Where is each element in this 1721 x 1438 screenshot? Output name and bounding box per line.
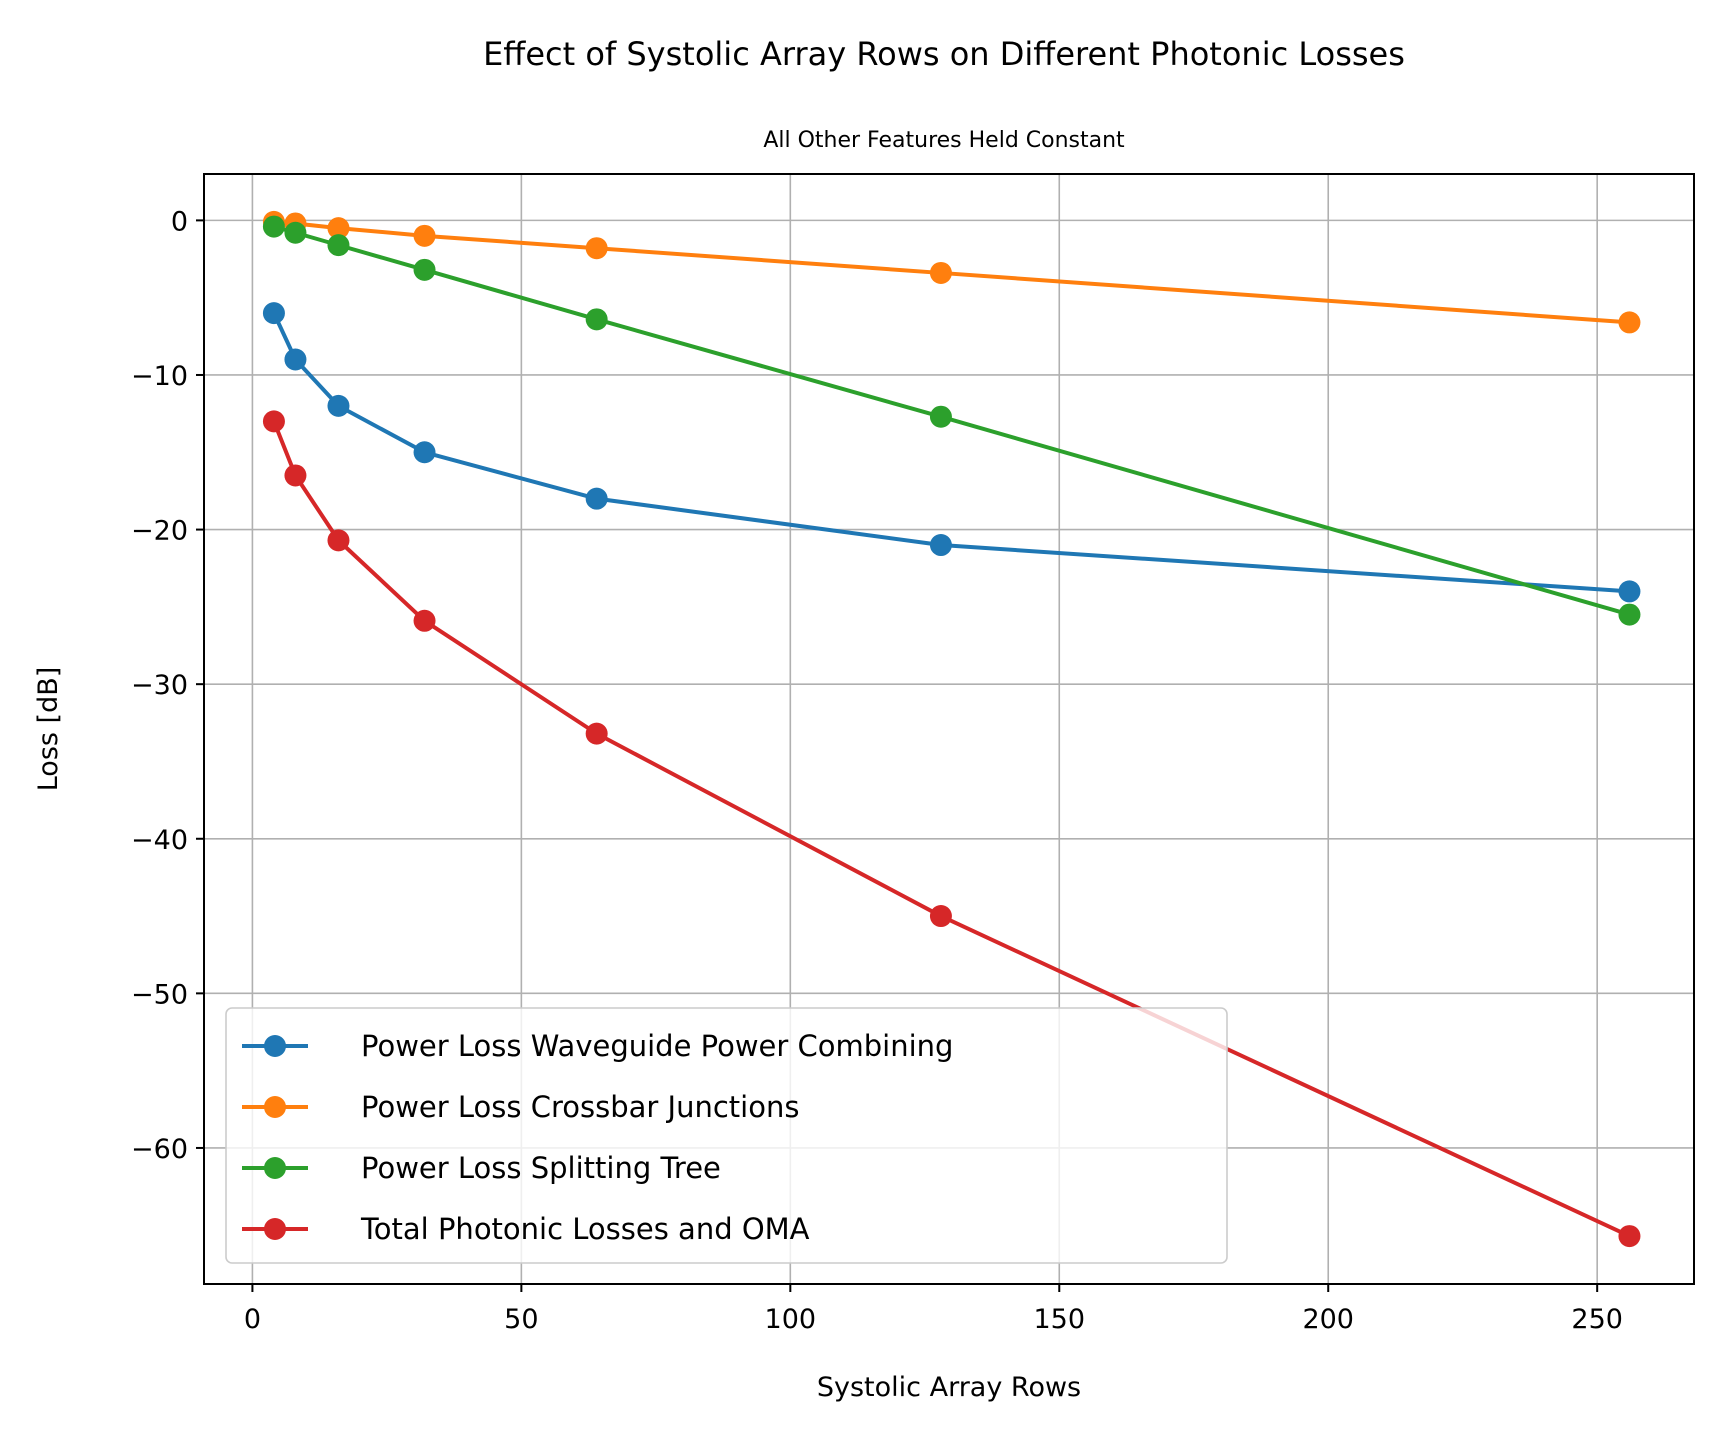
legend-item: Power Loss Waveguide Power Combining (242, 1029, 953, 1063)
series-3 (262, 215, 1641, 626)
legend-item: Total Photonic Losses and OMA (242, 1212, 810, 1246)
data-point (413, 441, 436, 464)
data-point (327, 217, 350, 240)
legend-label: Power Loss Crossbar Junctions (361, 1090, 799, 1124)
legend-item: Power Loss Splitting Tree (242, 1151, 721, 1185)
data-point (413, 224, 436, 247)
ticks: 0 50 100 150 200 250 0 −10 −20 −30 −40 −50 −60 (131, 206, 1623, 1335)
chart-title: Effect of Systolic Array Rows on Differe… (483, 35, 1405, 73)
x-tick-label: 250 (1571, 1304, 1623, 1335)
y-axis-label: Loss [dB] (33, 667, 64, 792)
data-point (262, 302, 285, 325)
legend-item: Power Loss Crossbar Junctions (242, 1090, 799, 1124)
x-tick-label: 50 (504, 1304, 538, 1335)
x-axis-label: Systolic Array Rows (817, 1372, 1081, 1403)
x-tick-label: 200 (1302, 1304, 1354, 1335)
data-point (585, 308, 608, 331)
data-point (929, 905, 952, 928)
y-tick-label: 0 (171, 206, 188, 237)
x-tick-label: 100 (765, 1304, 817, 1335)
legend: Power Loss Waveguide Power Combining Powe… (225, 1007, 1228, 1264)
series-1 (262, 302, 1641, 603)
y-tick-label: −30 (131, 670, 188, 701)
data-point (327, 394, 350, 417)
plot-area (203, 173, 1695, 1285)
y-tick-label: −50 (131, 979, 188, 1010)
data-point (1618, 603, 1641, 626)
data-point (413, 258, 436, 281)
data-point (585, 487, 608, 510)
legend-swatch-marker (264, 1096, 286, 1118)
series-4 (262, 410, 1641, 1248)
legend-swatch-marker (264, 1157, 286, 1179)
data-point (327, 529, 350, 552)
legend-label: Power Loss Waveguide Power Combining (361, 1029, 953, 1063)
chart-subtitle: All Other Features Held Constant (763, 128, 1125, 153)
grid (204, 174, 1694, 1284)
data-point (929, 405, 952, 428)
series-layer (262, 210, 1641, 1248)
y-tick-label: −10 (131, 361, 188, 392)
data-point (585, 722, 608, 745)
data-point (284, 464, 307, 487)
data-point (929, 261, 952, 284)
data-point (262, 410, 285, 433)
data-point (929, 534, 952, 557)
data-point (413, 609, 436, 632)
y-tick-label: −20 (131, 516, 188, 547)
legend-frame (225, 1007, 1228, 1264)
data-point (284, 221, 307, 244)
legend-label: Total Photonic Losses and OMA (360, 1212, 810, 1246)
x-tick-label: 0 (244, 1304, 261, 1335)
data-point (585, 237, 608, 260)
data-point (1618, 311, 1641, 334)
y-tick-label: −40 (131, 825, 188, 856)
data-point (262, 215, 285, 238)
legend-swatch-marker (264, 1218, 286, 1240)
data-point (1618, 580, 1641, 603)
data-point (284, 348, 307, 371)
y-tick-label: −60 (131, 1134, 188, 1165)
data-point (1618, 1225, 1641, 1248)
x-tick-label: 150 (1033, 1304, 1085, 1335)
legend-swatch-marker (264, 1035, 286, 1057)
data-point (327, 234, 350, 257)
legend-label: Power Loss Splitting Tree (361, 1151, 721, 1185)
